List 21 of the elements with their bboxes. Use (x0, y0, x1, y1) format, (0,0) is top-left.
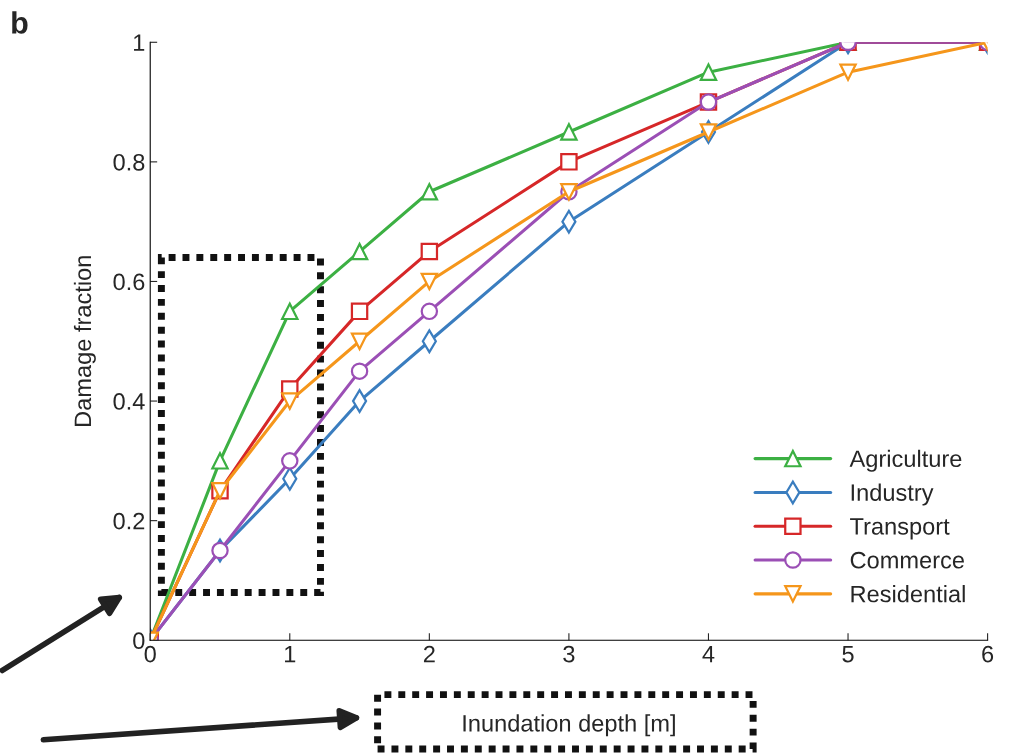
y-tick-label: 1 (134, 34, 145, 51)
legend-label: Commerce (850, 551, 964, 569)
y-axis-title: Damage fraction (73, 256, 96, 426)
x-tick-label: 5 (842, 645, 854, 663)
y-tick-label: 0.2 (113, 512, 145, 530)
x-axis-title: Inundation depth [m] (463, 714, 675, 737)
legend-label: Transport (850, 518, 950, 540)
y-tick-label: 0.4 (113, 393, 145, 410)
x-tick-label: 0 (144, 645, 156, 663)
x-tick-label: 3 (563, 645, 575, 663)
y-tick-label: 0.8 (113, 153, 145, 171)
text: b (12, 11, 28, 34)
x-tick-label: 1 (285, 645, 296, 663)
y-tick-label: 0 (133, 632, 145, 650)
legend-label: Agriculture (849, 449, 962, 472)
y-tick-label: 0.6 (113, 273, 145, 291)
x-tick-label: 6 (982, 645, 994, 663)
legend-label: Industry (851, 483, 934, 506)
x-tick-label: 4 (702, 645, 715, 663)
legend-label: Residential (851, 585, 965, 603)
x-tick-label: 2 (423, 645, 435, 663)
